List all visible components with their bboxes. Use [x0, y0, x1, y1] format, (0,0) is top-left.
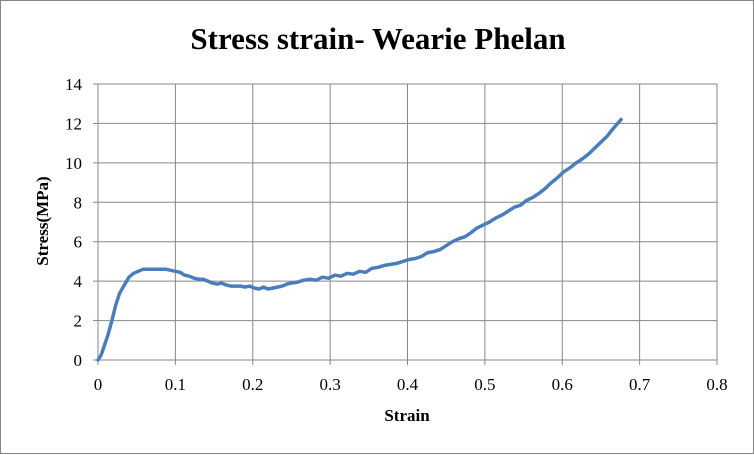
chart-title: Stress strain- Wearie Phelan [190, 21, 565, 56]
x-tick-label: 0.4 [397, 375, 419, 394]
x-tick-label: 0.1 [165, 375, 186, 394]
series-layer [96, 117, 623, 362]
gridlines [98, 83, 718, 360]
axes [93, 83, 718, 365]
x-axis-title: Strain [384, 406, 430, 425]
y-axis-title: Stress(MPa) [33, 176, 52, 265]
x-tick-label: 0.2 [242, 375, 263, 394]
y-tick-label: 0 [74, 351, 83, 370]
y-tick-label: 4 [74, 272, 83, 291]
x-tick-label: 0 [94, 375, 103, 394]
x-tick-label: 0.3 [320, 375, 341, 394]
y-tick-label: 2 [74, 312, 83, 331]
x-tick-label: 0.8 [706, 375, 727, 394]
y-tick-label: 12 [65, 114, 82, 133]
y-tick-label: 6 [74, 233, 83, 252]
x-tick-label: 0.5 [474, 375, 495, 394]
y-tick-label: 14 [65, 75, 83, 94]
series-line [96, 117, 623, 362]
tick-labels: 0 0.1 0.2 0.3 0.4 0.5 0.6 0.7 0.8 0 2 4 6 8 10 12 14 [65, 75, 728, 394]
y-tick-label: 8 [74, 193, 83, 212]
x-tick-label: 0.7 [629, 375, 651, 394]
y-tick-label: 10 [65, 154, 82, 173]
x-tick-label: 0.6 [552, 375, 573, 394]
